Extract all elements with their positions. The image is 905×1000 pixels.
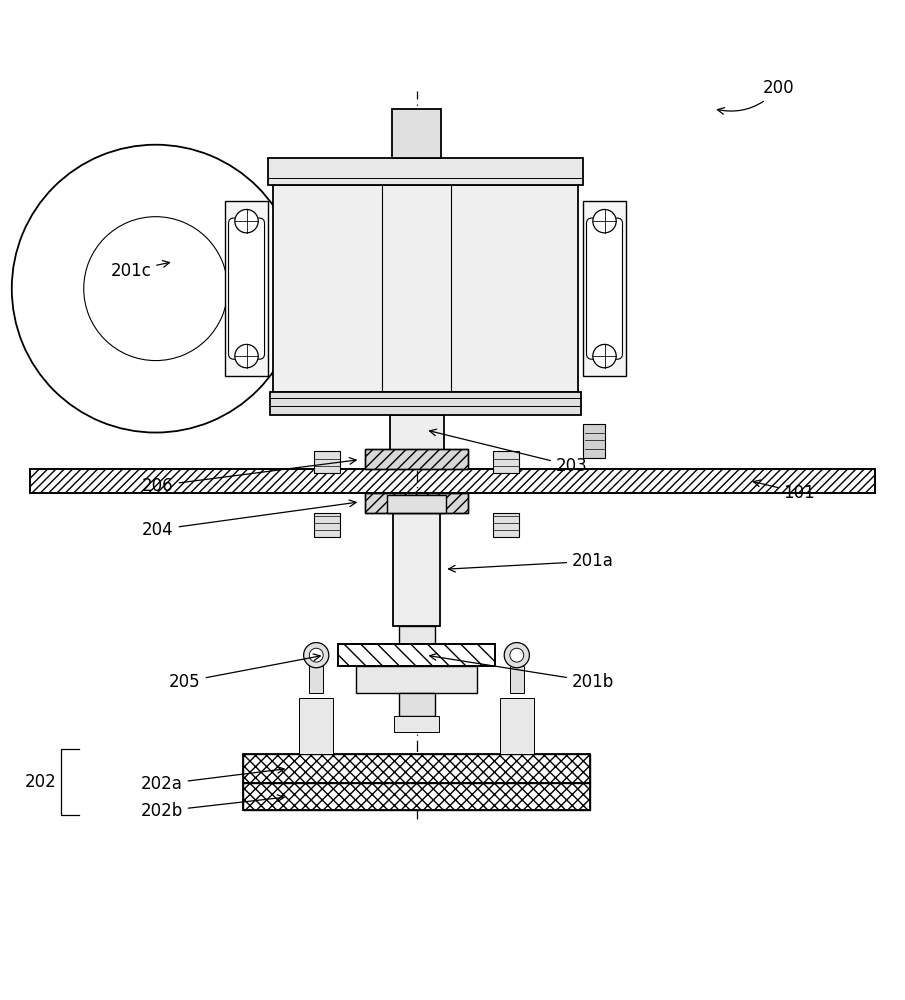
Bar [30, 469, 875, 493]
Bar [272, 185, 578, 392]
Text: 202b: 202b [140, 795, 284, 820]
Bar [398, 693, 434, 716]
FancyBboxPatch shape [586, 218, 623, 359]
Bar [225, 201, 268, 376]
Text: 201a: 201a [449, 552, 614, 572]
Text: 201c: 201c [110, 261, 169, 280]
Text: 204: 204 [142, 500, 357, 539]
Text: 202: 202 [25, 773, 57, 791]
Bar [270, 392, 581, 415]
Bar [314, 451, 339, 473]
Bar [393, 496, 440, 626]
Bar [309, 666, 323, 693]
Bar [243, 754, 590, 783]
Bar [314, 513, 339, 537]
Bar [338, 644, 495, 666]
Bar [493, 513, 519, 537]
Bar [365, 493, 468, 513]
Bar [398, 626, 434, 644]
Bar [268, 158, 583, 185]
Bar [30, 469, 875, 493]
Circle shape [593, 209, 616, 233]
Text: 101: 101 [753, 480, 815, 502]
Text: 206: 206 [142, 458, 357, 495]
Bar [392, 109, 442, 158]
Bar [510, 666, 524, 693]
Bar [300, 698, 333, 754]
Bar [493, 451, 519, 473]
Text: 205: 205 [169, 654, 320, 691]
Bar [243, 754, 590, 783]
Text: 202a: 202a [141, 767, 284, 793]
Bar [389, 415, 443, 469]
Circle shape [304, 643, 329, 668]
Circle shape [593, 344, 616, 368]
Bar [500, 698, 534, 754]
Bar [365, 493, 468, 513]
Circle shape [310, 648, 323, 662]
Circle shape [234, 344, 258, 368]
Circle shape [510, 648, 524, 662]
Bar [365, 449, 468, 469]
Bar [386, 495, 446, 513]
FancyBboxPatch shape [229, 218, 264, 359]
Bar [243, 783, 590, 810]
Text: 201b: 201b [430, 654, 614, 691]
Text: 203: 203 [430, 429, 587, 475]
Circle shape [234, 209, 258, 233]
Bar [583, 424, 605, 458]
Bar [583, 201, 626, 376]
Bar [356, 666, 477, 693]
Circle shape [504, 643, 529, 668]
Bar [338, 644, 495, 666]
Bar [243, 783, 590, 810]
Text: 200: 200 [718, 79, 795, 114]
Bar [394, 716, 439, 732]
Bar [365, 449, 468, 469]
